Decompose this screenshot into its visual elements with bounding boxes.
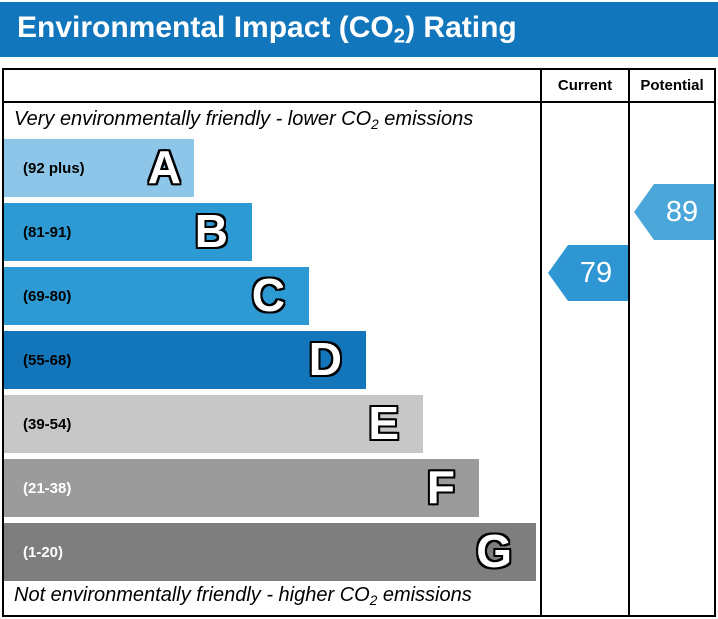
bottom-note-suffix: emissions — [377, 584, 472, 606]
band-f: (21-38) F — [4, 459, 479, 517]
top-note-text: Very environmentally friendly - lower CO — [14, 108, 372, 130]
band-c-range: (69-80) — [23, 287, 72, 305]
band-f-range: (21-38) — [23, 479, 72, 497]
band-d-range: (55-68) — [23, 351, 72, 369]
current-column-header: Current — [557, 77, 613, 94]
bottom-note-subscript: 2 — [369, 592, 378, 608]
band-b-range: (81-91) — [23, 223, 72, 241]
band-e-range: (39-54) — [23, 415, 72, 433]
potential-column-header: Potential — [640, 77, 704, 94]
band-f-letter: F — [426, 461, 455, 513]
title-bar: Environmental Impact (CO2) Rating — [0, 2, 718, 57]
band-a-range: (92 plus) — [23, 159, 85, 177]
band-b-letter: B — [194, 205, 228, 257]
band-g-range: (1-20) — [23, 543, 64, 561]
current-rating-arrow: 79 — [548, 245, 628, 301]
band-d-letter: D — [308, 333, 342, 385]
band-b: (81-91) B — [4, 203, 252, 261]
title-suffix: ) Rating — [405, 10, 517, 44]
potential-rating-arrow: 89 — [634, 184, 714, 240]
current-rating-value: 79 — [579, 256, 613, 289]
rating-table: Current Potential Very environmentally f… — [2, 68, 716, 617]
band-e: (39-54) E — [4, 395, 423, 453]
page-title: Environmental Impact (CO2) Rating — [0, 11, 517, 49]
band-e-letter: E — [368, 397, 399, 449]
band-d: (55-68) D — [4, 331, 366, 389]
top-note-suffix: emissions — [378, 108, 474, 130]
band-a: (92 plus) A — [4, 139, 194, 197]
potential-rating-value: 89 — [665, 195, 699, 228]
rating-table-inner: Current Potential Very environmentally f… — [4, 70, 714, 615]
potential-column-divider — [628, 70, 630, 615]
title-text: Environmental Impact (CO — [17, 10, 394, 44]
top-note: Very environmentally friendly - lower CO… — [14, 108, 473, 132]
band-c-letter: C — [251, 269, 285, 321]
bottom-note: Not environmentally friendly - higher CO… — [14, 584, 472, 608]
header-divider — [4, 101, 714, 103]
top-note-subscript: 2 — [371, 116, 379, 132]
band-g: (1-20) G — [4, 523, 536, 581]
bottom-note-text: Not environmentally friendly - higher CO — [14, 584, 370, 606]
current-column-divider — [540, 70, 542, 615]
band-a-letter: A — [147, 141, 181, 193]
band-c: (69-80) C — [4, 267, 309, 325]
title-subscript: 2 — [393, 25, 406, 48]
band-g-letter: G — [476, 525, 512, 577]
